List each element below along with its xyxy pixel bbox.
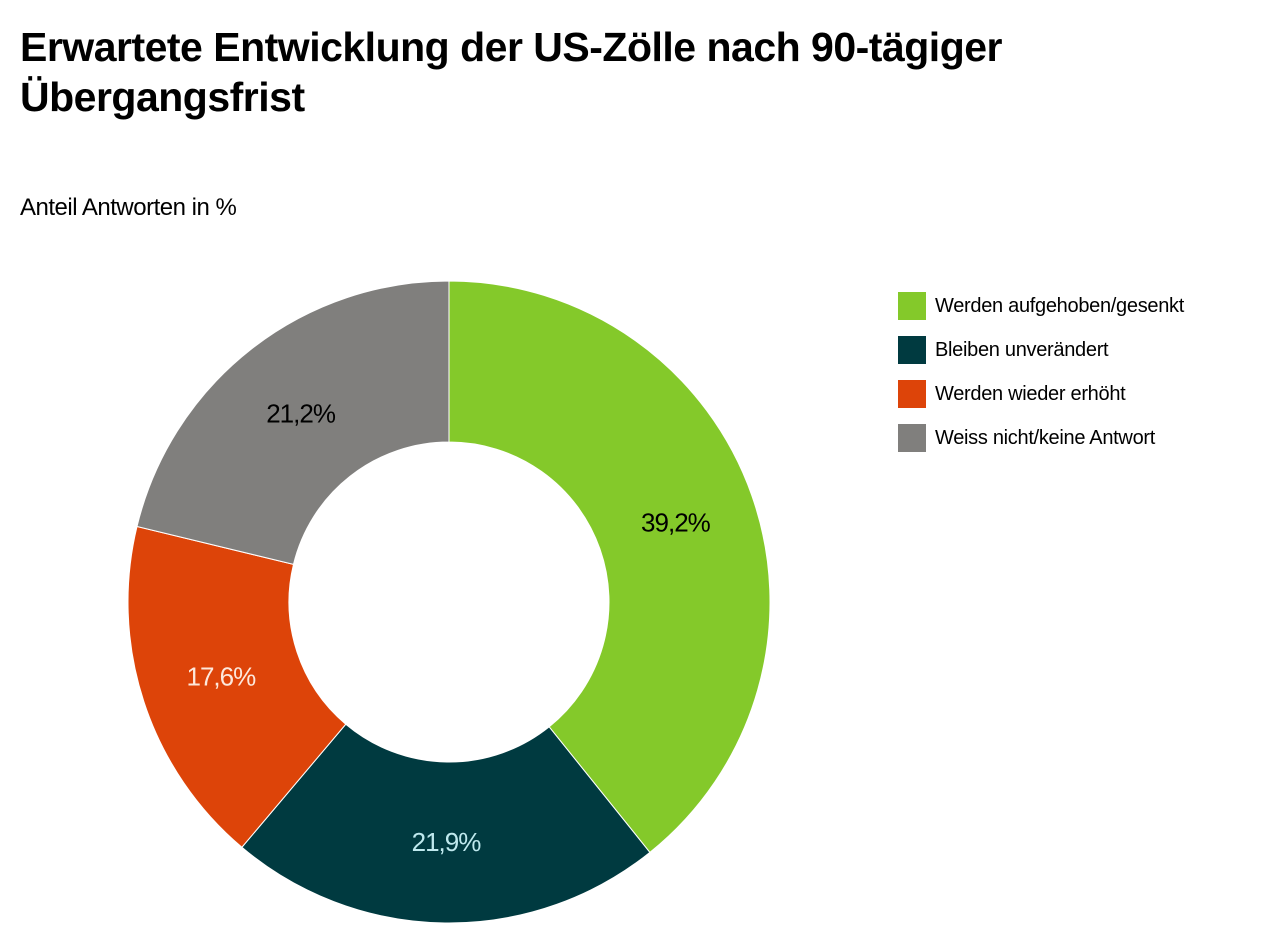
legend-item: Weiss nicht/keine Antwort xyxy=(898,424,1184,452)
legend-label: Bleiben unverändert xyxy=(935,338,1109,361)
legend-label: Weiss nicht/keine Antwort xyxy=(935,426,1156,449)
chart-subtitle: Anteil Antworten in % xyxy=(20,194,237,221)
legend-swatch xyxy=(898,424,926,452)
legend-label: Werden aufgehoben/gesenkt xyxy=(935,294,1184,317)
slice-3 xyxy=(136,280,450,565)
legend-label: Werden wieder erhöht xyxy=(935,382,1126,405)
data-label-3: 21,2% xyxy=(266,398,336,428)
chart-title: Erwartete Entwicklung der US-Zölle nach … xyxy=(20,24,1003,120)
data-label-0: 39,2% xyxy=(641,507,711,537)
data-label-2: 17,6% xyxy=(187,662,257,692)
legend-item: Werden aufgehoben/gesenkt xyxy=(898,292,1184,320)
legend: Werden aufgehoben/gesenkt Bleiben unverän… xyxy=(898,292,1184,468)
legend-item: Werden wieder erhöht xyxy=(898,380,1184,408)
slice-0 xyxy=(448,280,771,854)
legend-swatch xyxy=(898,336,926,364)
slice-1 xyxy=(241,723,651,924)
legend-item: Bleiben unverändert xyxy=(898,336,1184,364)
slice-2 xyxy=(127,525,347,848)
legend-swatch xyxy=(898,380,926,408)
legend-swatch xyxy=(898,292,926,320)
data-label-1: 21,9% xyxy=(412,827,482,857)
